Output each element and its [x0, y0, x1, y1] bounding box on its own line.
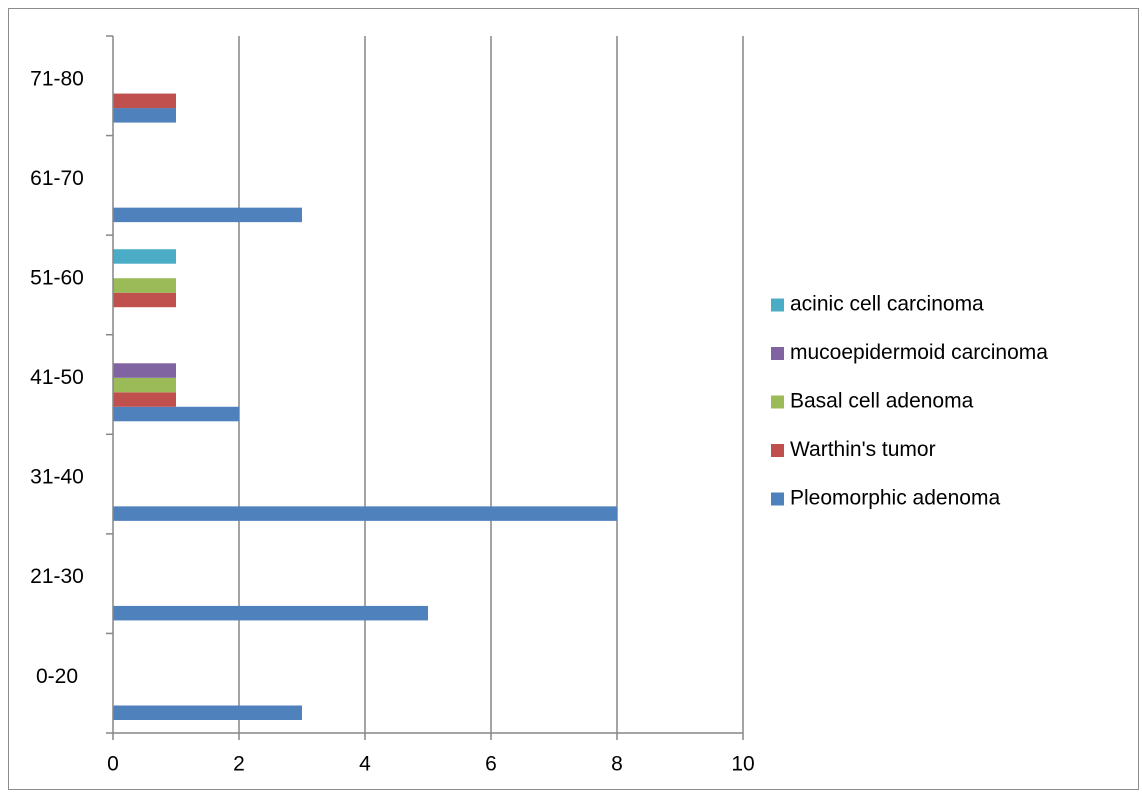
- x-tick-label: 0: [107, 753, 119, 776]
- legend-item: acinic cell carcinoma: [771, 293, 984, 316]
- bar-61-70-series-0: [113, 207, 302, 223]
- x-tick-label: 8: [611, 753, 623, 776]
- x-tick-label: 6: [485, 753, 497, 776]
- legend-label: mucoepidermoid carcinoma: [790, 341, 1048, 364]
- bar-21-30-series-0: [113, 605, 428, 621]
- y-tick-label: 0-20: [36, 665, 78, 688]
- legend-label: Pleomorphic adenoma: [790, 487, 1000, 510]
- legend-label: acinic cell carcinoma: [790, 293, 984, 316]
- x-tick-label: 2: [233, 753, 245, 776]
- y-tick-label: 71-80: [30, 67, 84, 90]
- x-tick-label: 4: [359, 753, 371, 776]
- bar-51-60-series-2: [113, 278, 176, 293]
- bar-41-50-series-2: [113, 377, 176, 393]
- bar-41-50-series-0: [113, 406, 239, 422]
- legend-swatch: [771, 347, 784, 360]
- bar-41-50-series-3: [113, 363, 176, 378]
- bar-51-60-series-4: [113, 249, 176, 264]
- legend-swatch: [771, 395, 784, 409]
- legend-item: Basal cell adenoma: [771, 390, 974, 413]
- gridlines: [238, 36, 744, 733]
- bars: [113, 93, 617, 720]
- bar-71-80-series-1: [113, 93, 176, 109]
- legend-swatch: [771, 298, 784, 312]
- legend-label: Basal cell adenoma: [790, 390, 974, 413]
- bar-31-40-series-0: [113, 506, 617, 521]
- x-tick-label: 10: [731, 753, 754, 776]
- legend-swatch: [771, 492, 784, 506]
- y-tick-label: 61-70: [30, 167, 84, 190]
- legend-label: Warthin's tumor: [790, 438, 936, 461]
- legend-item: Pleomorphic adenoma: [771, 487, 1000, 510]
- y-tick-label: 31-40: [30, 466, 84, 489]
- legend-item: Warthin's tumor: [771, 438, 936, 461]
- y-tick-label: 41-50: [30, 366, 84, 389]
- axes: 0-20 21-30 31-40 41-50 51-60 61-70 71-80 0 2 4 6 8 1…: [30, 35, 755, 776]
- chart-frame: [8, 8, 1139, 790]
- bar-41-50-series-1: [113, 392, 176, 407]
- legend: acinic cell carcinoma mucoepidermoid carc…: [771, 293, 1048, 510]
- legend-swatch: [771, 444, 784, 457]
- legend-item: mucoepidermoid carcinoma: [771, 341, 1048, 364]
- bar-51-60-series-1: [113, 292, 176, 308]
- bar-71-80-series-0: [113, 108, 176, 123]
- y-tick-label: 51-60: [30, 266, 84, 289]
- bar-0-20-series-0: [113, 705, 302, 720]
- y-tick-label: 21-30: [30, 565, 84, 588]
